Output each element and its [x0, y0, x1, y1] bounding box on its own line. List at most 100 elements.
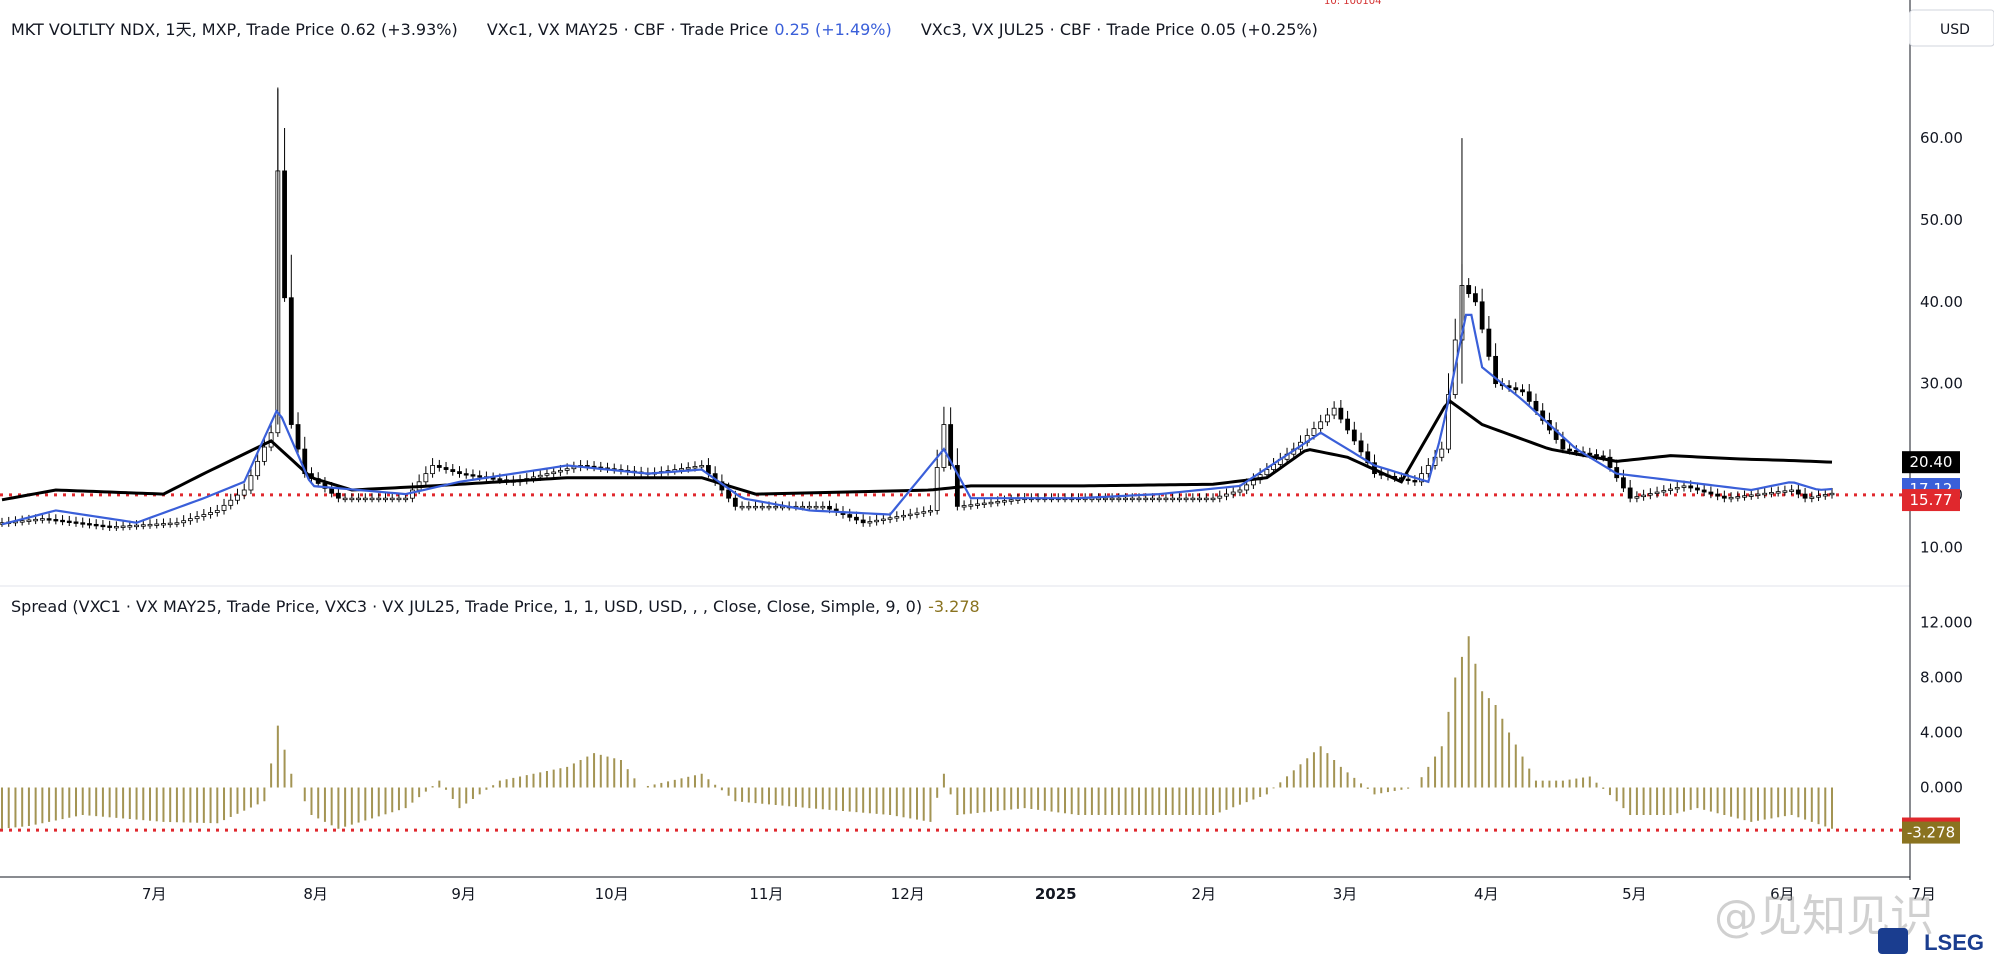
spread-bar	[1804, 787, 1807, 820]
spread-bar	[162, 787, 165, 822]
spread-bar	[667, 781, 670, 788]
candle-body	[806, 505, 812, 509]
candle-body	[457, 471, 462, 475]
spread-bar	[1440, 746, 1443, 788]
xtick-label: 11月	[749, 885, 783, 903]
candle-body	[1479, 301, 1485, 330]
spread-bar	[1817, 787, 1820, 825]
spread-bar	[1750, 787, 1753, 822]
candle-body	[241, 489, 247, 496]
spread-bar	[391, 787, 394, 813]
candle-body	[880, 518, 886, 521]
spread-bar	[889, 787, 892, 815]
spread-bar	[290, 773, 293, 788]
spread-bar	[1319, 746, 1322, 788]
candle-body	[134, 524, 139, 528]
candle-body	[1439, 448, 1445, 458]
spread-bar	[660, 782, 663, 788]
legend-spread-name: Spread (VXC1 · VX MAY25, Trade Price, VX…	[11, 597, 923, 616]
main-ytick-label: 50.00	[1920, 211, 1963, 229]
spread-bar	[1595, 782, 1598, 788]
candle-body	[874, 519, 880, 523]
spread-bar	[1252, 787, 1255, 800]
spread-bar	[1393, 787, 1396, 791]
candle-body	[867, 521, 873, 524]
candle-body	[389, 497, 395, 501]
candle-body	[995, 501, 1001, 504]
spread-bar	[41, 787, 44, 824]
candle-body	[1802, 493, 1808, 499]
spread-bar	[249, 787, 252, 808]
candle-body	[1264, 469, 1270, 476]
spread-bar	[916, 787, 918, 820]
candle-body	[746, 505, 752, 509]
main-price-label-bg	[1902, 489, 1960, 512]
spread-bar	[492, 785, 495, 788]
spread-bar	[1696, 787, 1699, 809]
spread-ytick-label: 0.000	[1920, 779, 1963, 797]
candle-body	[80, 522, 86, 525]
spread-bar	[781, 787, 784, 806]
spread-bar	[1265, 787, 1268, 795]
candle-body	[1109, 497, 1115, 501]
spread-bar	[1164, 787, 1167, 815]
spread-bar	[81, 787, 84, 815]
candle-body	[1311, 428, 1317, 436]
spread-bar	[1360, 783, 1363, 788]
spread-bar	[243, 787, 246, 811]
spread-bar	[263, 787, 266, 802]
spread-bar	[445, 787, 448, 790]
spread-bar	[1407, 787, 1410, 789]
spread-bar	[909, 787, 912, 819]
candle-body	[443, 467, 449, 470]
xtick-label: 2025	[1035, 885, 1077, 903]
spread-bar	[1070, 787, 1073, 815]
spread-bar	[1528, 768, 1531, 788]
candle-body	[194, 516, 200, 520]
candle-body	[1156, 497, 1162, 501]
candle-body	[113, 526, 119, 529]
spread-bar	[1312, 752, 1315, 788]
candle-body	[921, 511, 927, 514]
spread-bar	[1608, 787, 1611, 796]
spread-bar	[175, 787, 178, 823]
candle-body	[181, 520, 187, 524]
candle-body	[1641, 494, 1647, 498]
spread-bar	[283, 749, 286, 788]
spread-bar	[512, 777, 515, 788]
candle-body	[1096, 497, 1102, 501]
spread-bar	[1790, 787, 1793, 815]
spread-bar	[1467, 636, 1470, 788]
candle-body	[362, 497, 368, 501]
candle-body	[1102, 497, 1108, 501]
legend-vxc3-value: 0.05 (+0.25%)	[1200, 20, 1318, 39]
candle-body	[201, 514, 207, 517]
candle-body	[147, 523, 153, 527]
spread-bar	[1386, 787, 1389, 793]
main-price-label: 20.40	[1910, 453, 1953, 471]
spread-bar	[202, 787, 205, 823]
candle-body	[739, 505, 745, 509]
candle-body	[1318, 421, 1324, 430]
spread-bar	[990, 787, 993, 812]
candle-body	[685, 467, 691, 470]
spread-bar	[1649, 787, 1652, 815]
spread-bar	[276, 725, 279, 788]
candle-body	[423, 473, 429, 483]
candle-body	[342, 497, 348, 501]
spread-bar	[1824, 787, 1827, 827]
candle-body	[228, 499, 234, 506]
spread-bar	[424, 787, 427, 792]
candle-body	[975, 503, 980, 506]
candle-body	[403, 497, 409, 501]
spread-bar	[465, 787, 468, 804]
candle-body	[941, 424, 947, 468]
candle-body	[827, 505, 832, 510]
spread-bar	[653, 784, 656, 788]
spread-bar	[310, 787, 313, 815]
candle-body	[1674, 487, 1680, 490]
candle-body	[1560, 439, 1566, 450]
spread-ytick-label: 12.000	[1920, 614, 1973, 632]
spread-bar	[411, 787, 414, 803]
